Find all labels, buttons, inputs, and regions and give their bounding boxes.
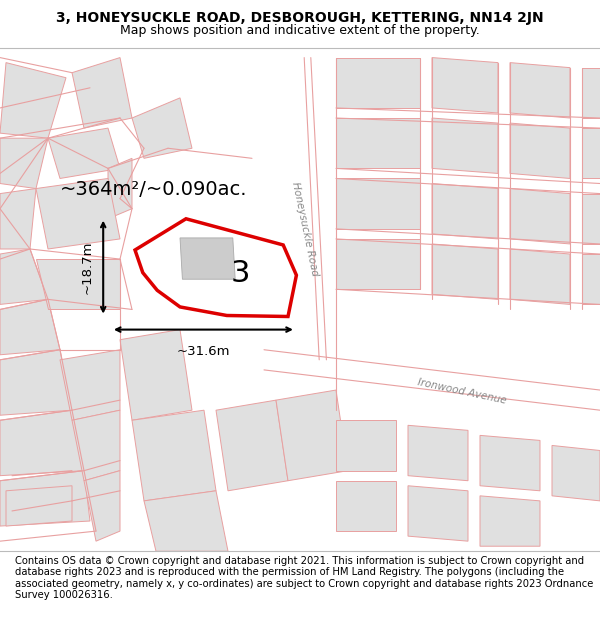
Polygon shape <box>582 194 600 244</box>
Polygon shape <box>132 410 216 501</box>
Polygon shape <box>108 158 132 219</box>
Polygon shape <box>36 259 120 309</box>
Polygon shape <box>132 98 192 158</box>
Polygon shape <box>84 471 120 541</box>
Polygon shape <box>552 446 600 501</box>
Polygon shape <box>336 58 420 108</box>
Polygon shape <box>0 299 60 355</box>
Text: ~31.6m: ~31.6m <box>176 345 230 358</box>
Polygon shape <box>480 496 540 546</box>
Polygon shape <box>510 123 570 179</box>
Polygon shape <box>60 350 120 420</box>
Polygon shape <box>432 118 498 173</box>
Polygon shape <box>336 481 396 531</box>
Polygon shape <box>432 58 498 113</box>
Polygon shape <box>144 491 228 551</box>
Text: 3: 3 <box>230 259 250 288</box>
Polygon shape <box>48 128 120 179</box>
Polygon shape <box>408 425 468 481</box>
Polygon shape <box>0 138 48 189</box>
Text: 3, HONEYSUCKLE ROAD, DESBOROUGH, KETTERING, NN14 2JN: 3, HONEYSUCKLE ROAD, DESBOROUGH, KETTERI… <box>56 11 544 26</box>
Polygon shape <box>582 254 600 304</box>
Text: ~18.7m: ~18.7m <box>80 241 94 294</box>
Polygon shape <box>72 410 120 481</box>
Polygon shape <box>336 420 396 471</box>
Polygon shape <box>336 118 420 168</box>
Polygon shape <box>336 239 420 289</box>
Text: Contains OS data © Crown copyright and database right 2021. This information is : Contains OS data © Crown copyright and d… <box>15 556 593 601</box>
Polygon shape <box>480 436 540 491</box>
Polygon shape <box>0 62 66 138</box>
Polygon shape <box>582 68 600 118</box>
Polygon shape <box>120 329 192 420</box>
Polygon shape <box>276 390 348 481</box>
Text: Ironwood Avenue: Ironwood Avenue <box>416 377 508 406</box>
Polygon shape <box>0 350 72 415</box>
Text: ~364m²/~0.090ac.: ~364m²/~0.090ac. <box>60 180 248 199</box>
Polygon shape <box>135 219 296 316</box>
Polygon shape <box>36 179 120 249</box>
Polygon shape <box>0 249 48 304</box>
Polygon shape <box>6 486 72 526</box>
Text: Honeysuckle Road: Honeysuckle Road <box>290 181 320 277</box>
Polygon shape <box>216 400 288 491</box>
Polygon shape <box>336 179 420 229</box>
Polygon shape <box>510 62 570 118</box>
Text: Map shows position and indicative extent of the property.: Map shows position and indicative extent… <box>120 24 480 37</box>
Polygon shape <box>432 184 498 239</box>
Polygon shape <box>0 471 90 526</box>
Polygon shape <box>510 249 570 304</box>
Polygon shape <box>432 244 498 299</box>
Polygon shape <box>0 410 84 476</box>
Polygon shape <box>72 58 132 128</box>
Polygon shape <box>510 189 570 244</box>
Polygon shape <box>408 486 468 541</box>
Polygon shape <box>0 189 36 249</box>
Polygon shape <box>582 128 600 179</box>
Polygon shape <box>180 238 235 279</box>
